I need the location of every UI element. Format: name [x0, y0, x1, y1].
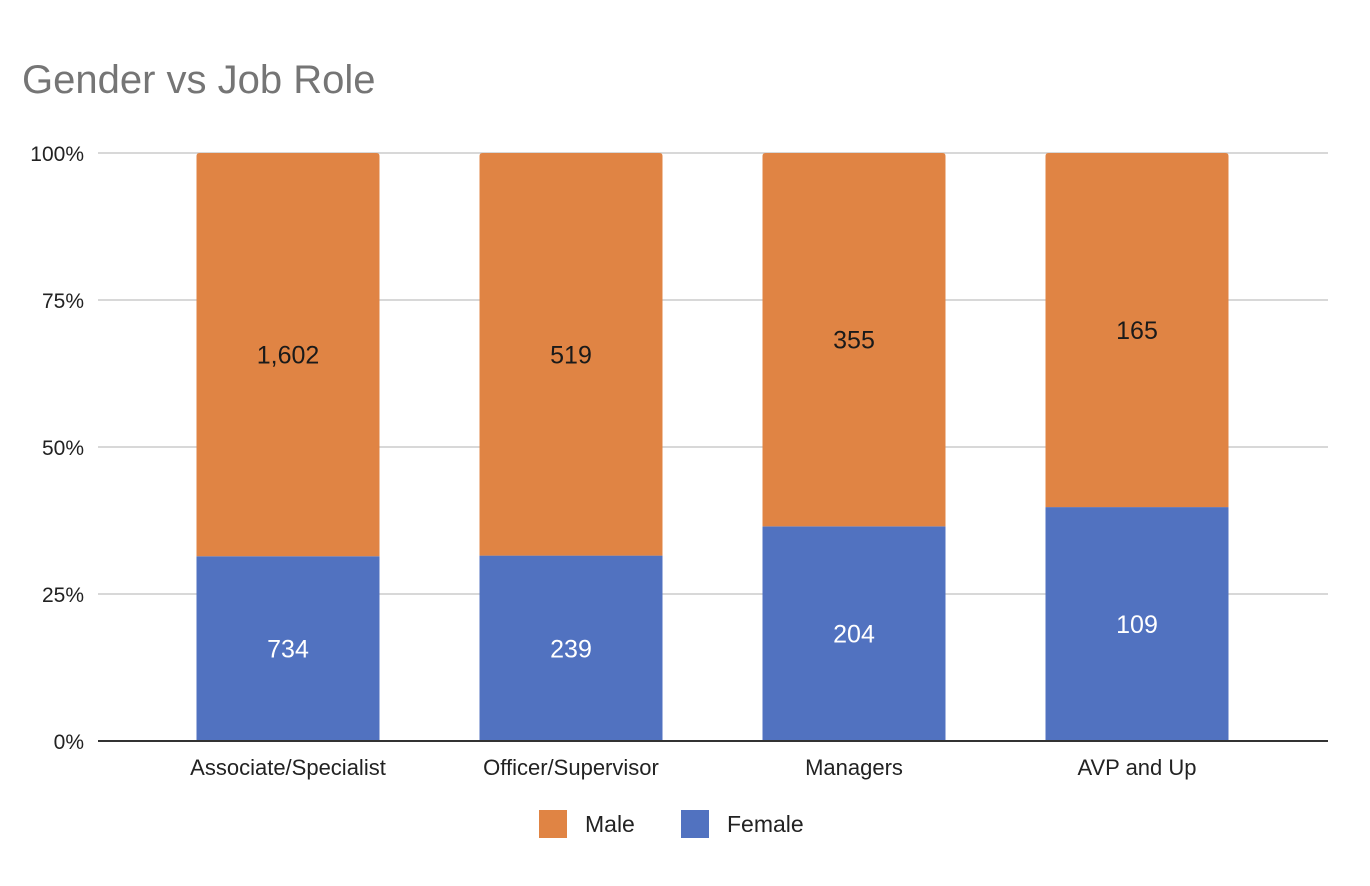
y-tick-label: 100%: [30, 143, 84, 166]
bar-segment-female: [1045, 507, 1229, 741]
data-label: 204: [833, 621, 875, 649]
bar-segment-male: [1045, 153, 1229, 508]
bars: 734 1,602 239 519 204 355 109 165: [196, 153, 1229, 741]
legend-swatch-female: [681, 810, 709, 838]
data-label: 1,602: [257, 342, 320, 370]
data-label: 734: [267, 636, 309, 664]
y-tick-label: 0%: [54, 731, 84, 754]
bar-segment-female: [196, 556, 380, 741]
x-tick-label: Managers: [805, 755, 903, 780]
legend-label-female: Female: [727, 811, 804, 837]
x-tick-label: Officer/Supervisor: [483, 755, 659, 780]
y-tick-label: 75%: [42, 290, 84, 313]
data-label: 519: [550, 341, 592, 369]
legend: Male Female: [539, 810, 804, 838]
data-label: 109: [1116, 611, 1158, 639]
chart-title: Gender vs Job Role: [22, 58, 376, 102]
data-label: 239: [550, 635, 592, 663]
y-tick-label: 25%: [42, 584, 84, 607]
bar-segment-female: [479, 555, 663, 741]
bar-segment-male: [479, 153, 663, 556]
y-tick-label: 50%: [42, 437, 84, 460]
legend-label-male: Male: [585, 811, 635, 837]
bar-segment-male: [196, 153, 380, 557]
y-axis: 0% 25% 50% 75% 100%: [30, 143, 84, 754]
x-tick-label: AVP and Up: [1077, 755, 1196, 780]
bar-segment-female: [762, 526, 946, 741]
bar-segment-male: [762, 153, 946, 527]
legend-swatch-male: [539, 810, 567, 838]
x-axis: Associate/Specialist Officer/Supervisor Ma…: [98, 740, 1328, 780]
data-label: 165: [1116, 317, 1158, 345]
x-tick-label: Associate/Specialist: [190, 755, 386, 780]
data-label: 355: [833, 327, 875, 355]
